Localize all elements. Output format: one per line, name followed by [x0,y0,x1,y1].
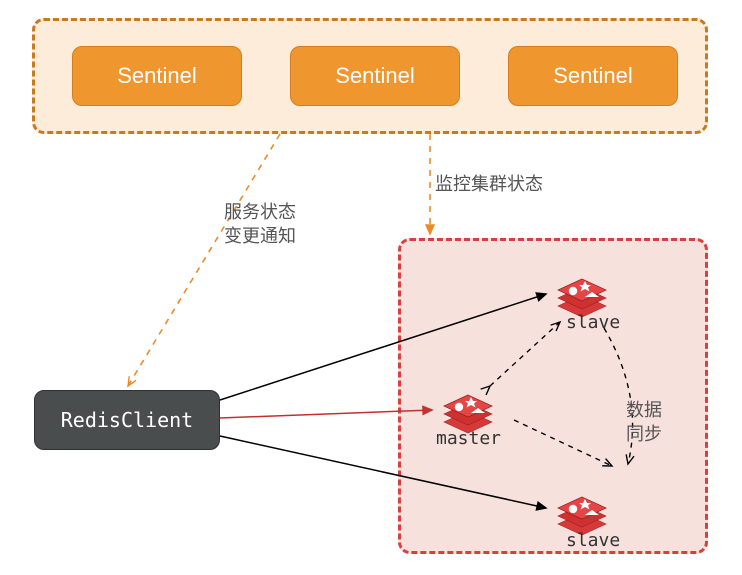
redis-node-label: master [436,428,501,449]
redis-node-label: slave [566,312,620,333]
arrow-client-master [220,410,432,418]
arrow-client-slave1 [220,294,546,400]
diagram-svg [0,0,742,575]
annotation-monitor: 监控集群状态 [435,172,543,196]
annotation-sync: 数据 同步 [626,398,662,447]
arrow-master-slave2 [514,420,612,466]
arrow-master-slave1 [490,322,560,386]
redis-node-label: slave [566,530,620,551]
annotation-svc-change: 服务状态 变更通知 [224,200,296,249]
arrow-sent-to-client [128,134,280,386]
